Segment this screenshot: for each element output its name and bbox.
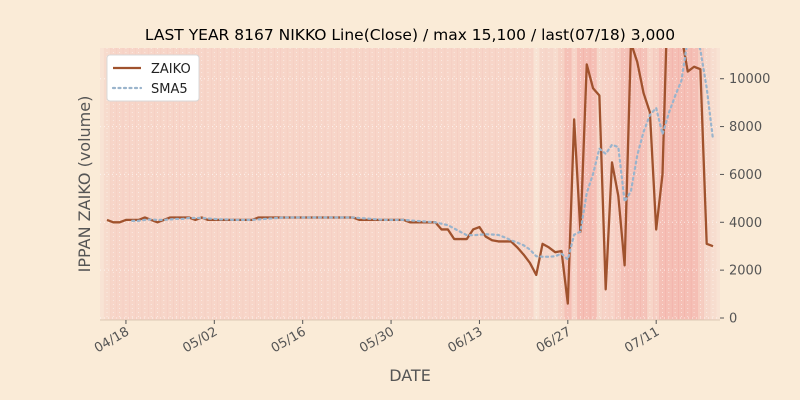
- x-tick-label: 05/16: [269, 324, 309, 356]
- series-layer: [106, 48, 715, 305]
- y-tick-label: 6000: [729, 168, 762, 183]
- y-tick-label: 2000: [729, 264, 762, 279]
- y-tick-label: 10000: [729, 72, 770, 87]
- x-tick-label: 05/30: [357, 324, 397, 356]
- x-axis-label: DATE: [389, 366, 431, 385]
- y-tick-label: 4000: [729, 216, 762, 231]
- x-tick-label: 07/11: [622, 324, 662, 356]
- legend: ZAIKO SMA5: [106, 54, 200, 102]
- legend-label-zaiko: ZAIKO: [151, 62, 191, 77]
- x-tick-label: 05/02: [180, 324, 220, 356]
- legend-label-sma5: SMA5: [151, 82, 188, 97]
- legend-box: [106, 54, 200, 102]
- series-line-sma5: [131, 48, 715, 261]
- grid-lines: [100, 48, 720, 320]
- series-line-zaiko: [106, 48, 714, 305]
- y-axis-label: IPPAN ZAIKO (volume): [75, 96, 94, 273]
- x-tick-label: 06/27: [534, 324, 574, 356]
- x-tick-label: 04/18: [92, 324, 132, 356]
- y-tick-label: 8000: [729, 120, 762, 135]
- x-axis: 04/18 05/02 05/16 05/30 06/13 06/27 07/11: [92, 319, 720, 356]
- y-axis: 0 2000 4000 6000 8000 10000: [720, 72, 770, 327]
- chart-title: LAST YEAR 8167 NIKKO Line(Close) / max 1…: [145, 26, 675, 44]
- y-tick-label: 0: [729, 312, 737, 327]
- x-tick-label: 06/13: [445, 324, 485, 356]
